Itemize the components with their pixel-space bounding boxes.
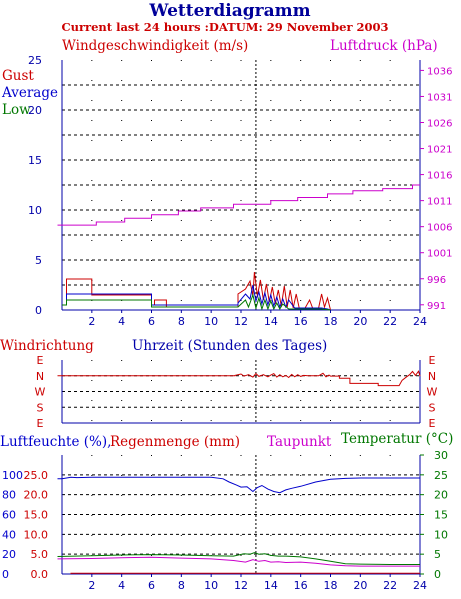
y-tick-label-left: 0 [35,304,42,317]
y-tick-label-right: 1036 [427,66,452,77]
temperature-tick-label: 20 [434,489,448,502]
x-tick-label: 12 [234,579,248,592]
x-tick-label: 22 [383,579,397,592]
pressure-series-line [57,184,420,226]
humidity-axis-label: Luftfeuchte (%), [0,434,111,450]
direction-label-right: E [429,417,436,430]
humidity-tick-label: 80 [2,489,16,502]
direction-label-left: E [37,354,44,367]
low-series-line [62,293,331,311]
humidity-tick-label: 40 [2,528,16,541]
y-tick-label-right: 1021 [427,145,452,156]
pressure-axis-label: Luftdruck (hPa) [330,38,438,54]
humidity-tick-label: 60 [2,509,16,522]
x-tick-label: 6 [148,579,155,592]
x-tick-label: 8 [178,315,185,328]
x-tick-label: 4 [118,315,125,328]
direction-label-left: W [35,386,46,399]
y-tick-label-right: 991 [427,301,446,312]
x-tick-label: 18 [324,579,338,592]
rain-axis-label: Regenmenge (mm) [110,434,240,450]
temperature-tick-label: 5 [434,548,441,561]
y-tick-label-right: 1026 [427,119,452,130]
page-subtitle: Current last 24 hours :DATUM: 29 Novembe… [61,20,388,34]
y-tick-label-right: 996 [427,275,446,286]
x-tick-label: 4 [118,579,125,592]
x-tick-label: 20 [353,315,367,328]
temperature-tick-label: 0 [434,568,441,581]
humidity-series-line [57,476,420,494]
temperature-tick-label: 25 [434,469,448,482]
direction-label-right: W [427,386,438,399]
rain-tick-label: 25.0 [24,469,49,482]
y-tick-label-left: 20 [28,104,42,117]
temperature-series-line [57,552,420,565]
x-tick-label: 22 [383,315,397,328]
legend-low: Low [2,102,31,118]
direction-label-left: S [37,401,44,414]
legend-average: Average [1,85,58,101]
x-tick-label: 8 [178,579,185,592]
average-series-line [62,284,331,311]
rain-tick-label: 5.0 [31,548,49,561]
direction-label-right: S [429,401,436,414]
rain-tick-label: 10.0 [24,528,49,541]
y-tick-label-right: 1001 [427,249,452,260]
wind-direction-chart: E EN NW WS SE E [35,354,438,430]
x-tick-label: 10 [204,315,218,328]
x-tick-label: 6 [148,315,155,328]
y-tick-label-left: 10 [28,204,42,217]
x-tick-label: 14 [264,579,278,592]
gust-series-line [62,271,331,311]
y-tick-label-left: 25 [28,54,42,67]
x-tick-label: 10 [204,579,218,592]
wind-direction-series-line [57,370,421,387]
humidity-temperature-chart: 0 20 40 60 80 100 0.0 5.0 10.0 15.0 20.0 25.0 0 5 10 15… [2,449,448,592]
temperature-tick-label: 30 [434,449,448,462]
y-tick-label-left: 5 [35,254,42,267]
y-tick-label-left: 15 [28,154,42,167]
x-tick-label: 18 [324,315,338,328]
rain-tick-label: 15.0 [24,509,49,522]
direction-label-left: E [37,417,44,430]
dewpoint-label: Taupunkt [267,434,332,450]
x-tick-label: 20 [353,579,367,592]
page-title: Wetterdiagramm [148,1,310,21]
rain-series-line [70,572,420,574]
x-tick-label: 2 [88,579,95,592]
temperature-axis-label: Temperatur (°C) [341,431,453,447]
humidity-tick-label: 20 [2,548,16,561]
temperature-tick-label: 15 [434,509,448,522]
x-tick-label: 14 [264,315,278,328]
legend-gust: Gust [2,68,34,84]
x-tick-label: 16 [294,579,308,592]
x-tick-label: 16 [294,315,308,328]
x-tick-label: 2 [88,315,95,328]
wind-axis-label: Windgeschwindigkeit (m/s) [62,38,248,54]
humidity-tick-label: 0 [2,568,9,581]
dewpoint-series-line [57,556,420,567]
wind-pressure-chart: 0510152025991996100110061011101610211026… [28,54,452,328]
y-tick-label-right: 1011 [427,197,452,208]
direction-label-left: N [36,370,44,383]
x-tick-label: 24 [413,579,427,592]
direction-axis-label: Windrichtung [0,338,94,354]
rain-tick-label: 20.0 [24,489,49,502]
rain-tick-label: 0.0 [31,568,49,581]
temperature-tick-label: 10 [434,528,448,541]
x-tick-label: 12 [234,315,248,328]
y-tick-label-right: 1031 [427,92,452,103]
direction-label-right: E [429,354,436,367]
direction-label-right: N [428,370,436,383]
y-tick-label-right: 1016 [427,171,452,182]
humidity-tick-label: 100 [2,469,23,482]
y-tick-label-right: 1006 [427,223,452,234]
time-axis-label: Uhrzeit (Stunden des Tages) [132,338,327,354]
x-tick-label: 24 [413,315,427,328]
